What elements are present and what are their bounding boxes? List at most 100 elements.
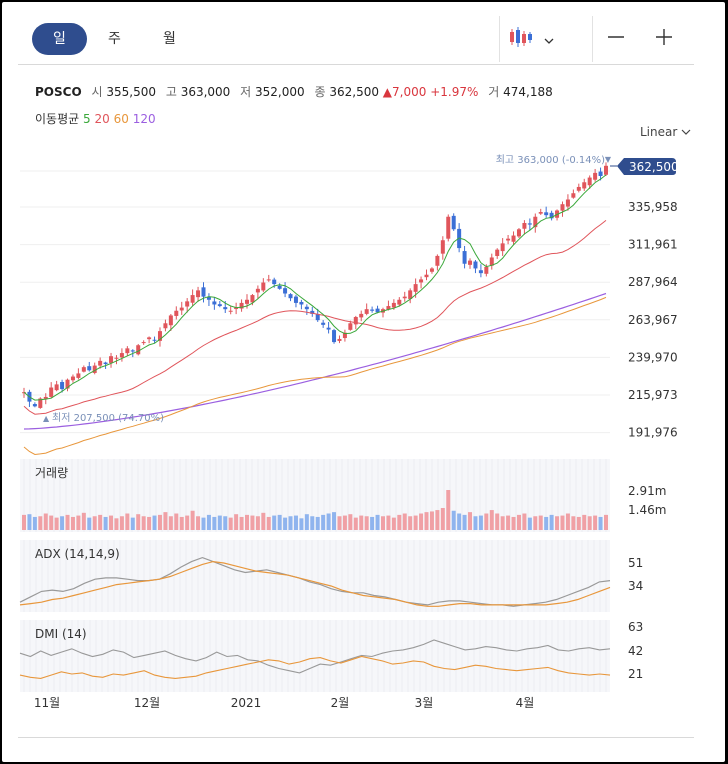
candle-body <box>65 379 70 389</box>
volume-bar <box>98 514 103 530</box>
volume-bar <box>157 514 162 530</box>
volume-bar <box>424 512 429 530</box>
volume-bar <box>457 513 462 530</box>
volume-bar <box>527 517 532 530</box>
candle-body <box>342 332 347 339</box>
volume-bar <box>27 514 32 530</box>
candle-body <box>413 284 418 292</box>
volume-bar <box>206 514 211 530</box>
candle-body <box>473 261 478 269</box>
chevron-down-icon <box>544 30 554 49</box>
candle-body <box>60 382 65 390</box>
volume-axis-tick: 1.46m <box>628 503 666 517</box>
candle-body <box>440 240 445 254</box>
tab-day[interactable]: 일 <box>32 23 87 55</box>
candle-body <box>593 172 598 180</box>
volume-bar <box>125 513 130 530</box>
minus-icon <box>607 28 625 50</box>
adx-title: ADX (14,14,9) <box>35 547 120 561</box>
open-label: 시 <box>91 85 103 99</box>
tab-month[interactable]: 월 <box>163 31 176 47</box>
volume-bar <box>402 513 407 530</box>
volume-bar <box>370 516 375 530</box>
candle-body <box>245 299 250 304</box>
chart-type-button[interactable] <box>499 16 544 62</box>
candle-body <box>598 171 603 176</box>
candle-body <box>337 338 342 341</box>
candle-body <box>174 310 179 316</box>
candle-body <box>408 290 413 299</box>
last-price-label: 362,500 <box>629 160 679 174</box>
chart-type-dropdown[interactable] <box>544 16 592 62</box>
volume-bar <box>321 514 326 530</box>
ma-120: 120 <box>132 112 156 126</box>
volume-bar <box>250 515 255 530</box>
adx-panel <box>20 540 610 612</box>
candle-body <box>359 313 364 318</box>
candle-body <box>489 257 494 266</box>
volume-bar <box>76 515 81 530</box>
moving-average-legend: 이동평균 5 20 60 120 <box>35 110 156 127</box>
zoom-out-button[interactable] <box>592 16 640 62</box>
price-axis-tick: 311,961 <box>628 238 678 252</box>
low-label: 저 <box>240 85 252 99</box>
tab-week[interactable]: 주 <box>108 31 121 47</box>
candle-body <box>125 348 130 354</box>
volume-bar <box>310 516 315 530</box>
volume-bar <box>549 514 554 530</box>
volume-bar <box>168 516 173 530</box>
candle-body <box>147 337 152 340</box>
volume-bar <box>245 514 250 530</box>
volume-bar <box>174 513 179 530</box>
ma-20: 20 <box>94 112 110 126</box>
volume-bar <box>22 514 26 530</box>
volume-bar <box>380 516 385 530</box>
candle-body <box>38 398 43 408</box>
volume-bar <box>109 515 114 530</box>
high-marker-icon: ▼ <box>605 155 612 164</box>
volume-bar <box>342 515 347 530</box>
volume-bar <box>500 516 505 530</box>
volume-bar <box>234 514 239 530</box>
candle-body <box>522 223 527 229</box>
candle-body <box>152 339 157 341</box>
volume-bar <box>255 516 260 530</box>
candle-body <box>446 216 451 239</box>
volume-bar <box>228 517 233 530</box>
candle-body <box>555 210 560 218</box>
volume-bar <box>337 516 342 530</box>
candle-body <box>114 357 119 359</box>
candle-body <box>196 290 201 298</box>
volume-bar <box>196 516 201 530</box>
adx-series-line <box>19 556 611 607</box>
candle-body <box>283 288 288 294</box>
dmi-title: DMI (14) <box>35 627 87 641</box>
volume-bar <box>141 516 146 530</box>
candle-body <box>315 314 320 321</box>
candle-body <box>272 279 277 285</box>
zoom-in-button[interactable] <box>640 16 688 62</box>
candle-body <box>141 342 146 344</box>
candle-body <box>212 301 217 305</box>
x-axis-tick: 12월 <box>134 696 160 710</box>
stock-name: POSCO <box>35 85 82 99</box>
close-label: 종 <box>314 85 326 99</box>
price-axis-tick: 335,958 <box>628 200 678 214</box>
volume-bar <box>266 516 271 530</box>
dmi-axis-tick: 21 <box>628 667 643 681</box>
period-tabs: 일 주 월 <box>32 23 197 55</box>
volume-bar <box>288 516 293 530</box>
open-value: 355,500 <box>106 85 156 99</box>
candle-body <box>495 249 500 256</box>
volume-bar <box>326 513 331 530</box>
volume-panel <box>20 459 610 532</box>
volume-bar <box>60 516 65 530</box>
candle-body <box>326 327 331 330</box>
price-axis-tick: 215,973 <box>628 388 678 402</box>
volume-bar <box>212 516 217 530</box>
toolbar-divider <box>499 16 500 62</box>
candle-body <box>582 182 587 189</box>
volume-bar <box>299 518 304 530</box>
volume-bar <box>92 516 97 530</box>
scale-dropdown[interactable]: Linear <box>640 125 691 139</box>
